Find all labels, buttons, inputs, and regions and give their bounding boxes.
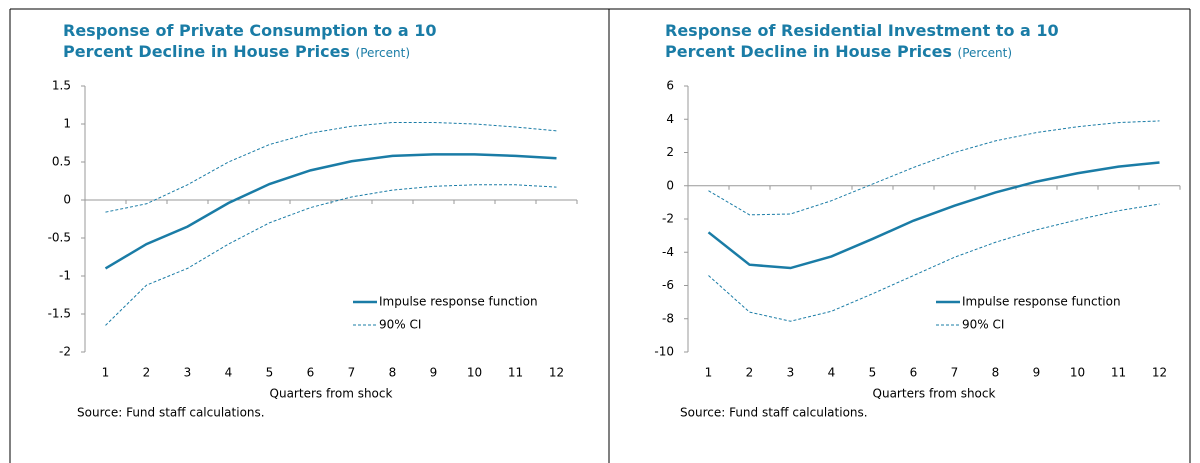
y-tick-label: 0.5	[52, 155, 71, 169]
y-tick-label: 0	[63, 193, 71, 207]
line-series	[105, 121, 557, 213]
x-tick-label: 10	[467, 366, 482, 380]
line-series	[708, 120, 1160, 216]
x-tick-label: 6	[910, 366, 918, 380]
source: Source: Fund staff calculations.	[680, 406, 868, 420]
title-text: Response of Residential Investment to a …	[665, 21, 1059, 61]
y-tick-label: -6	[662, 278, 674, 292]
x-tick-label: 11	[1111, 366, 1126, 380]
y-tick-label: 0	[666, 178, 674, 192]
x-tick-label: 12	[549, 366, 564, 380]
y-tick-label: -1.5	[48, 307, 71, 321]
y-tick-label: -1	[59, 269, 71, 283]
x-axis-label: Quarters from shock	[270, 387, 393, 401]
y-tick-label: 1	[63, 117, 71, 131]
y-tick-label: -2	[59, 345, 71, 359]
subtitle: (Percent)	[355, 46, 411, 60]
chart-title: Response of Residential Investment to a …	[665, 20, 1085, 64]
y-tick-label: -10	[654, 345, 674, 359]
x-tick-label: 9	[1033, 366, 1041, 380]
y-tick-label: 4	[666, 112, 674, 126]
x-tick-label: 3	[787, 366, 795, 380]
y-tick-label: 1.5	[52, 79, 71, 93]
x-tick-label: 9	[430, 366, 438, 380]
x-tick-label: 5	[869, 366, 877, 380]
line-series	[104, 153, 557, 270]
source: Source: Fund staff calculations.	[77, 406, 265, 420]
x-tick-label: 12	[1152, 366, 1167, 380]
x-tick-label: 4	[225, 366, 233, 380]
x-tick-label: 3	[184, 366, 192, 380]
line-series	[708, 203, 1160, 322]
legend-label: 90% CI	[962, 318, 1004, 332]
x-tick-label: 2	[746, 366, 754, 380]
legend-label: 90% CI	[379, 318, 421, 332]
y-tick-label: -8	[662, 311, 674, 325]
x-tick-label: 7	[951, 366, 959, 380]
chart-title: Response of Private Consumption to a 10 …	[63, 20, 483, 64]
y-tick-label: 2	[666, 145, 674, 159]
x-tick-label: 4	[828, 366, 836, 380]
x-axis-label: Quarters from shock	[873, 387, 996, 401]
line-series	[105, 184, 557, 326]
x-tick-label: 1	[705, 366, 713, 380]
x-tick-label: 5	[266, 366, 274, 380]
y-tick-label: -0.5	[48, 231, 71, 245]
y-tick-label: 6	[666, 79, 674, 93]
y-tick-label: -4	[662, 245, 674, 259]
x-tick-label: 11	[508, 366, 523, 380]
legend-label: Impulse response function	[379, 295, 538, 309]
x-tick-label: 1	[102, 366, 110, 380]
y-tick-label: -2	[662, 212, 674, 226]
x-tick-label: 8	[389, 366, 397, 380]
x-tick-label: 7	[348, 366, 356, 380]
x-tick-label: 6	[307, 366, 315, 380]
line-series	[707, 161, 1160, 270]
title-text: Response of Private Consumption to a 10 …	[63, 21, 437, 61]
subtitle: (Percent)	[957, 46, 1013, 60]
x-tick-label: 2	[143, 366, 151, 380]
legend-label: Impulse response function	[962, 295, 1121, 309]
x-tick-label: 10	[1070, 366, 1085, 380]
x-tick-label: 8	[992, 366, 1000, 380]
